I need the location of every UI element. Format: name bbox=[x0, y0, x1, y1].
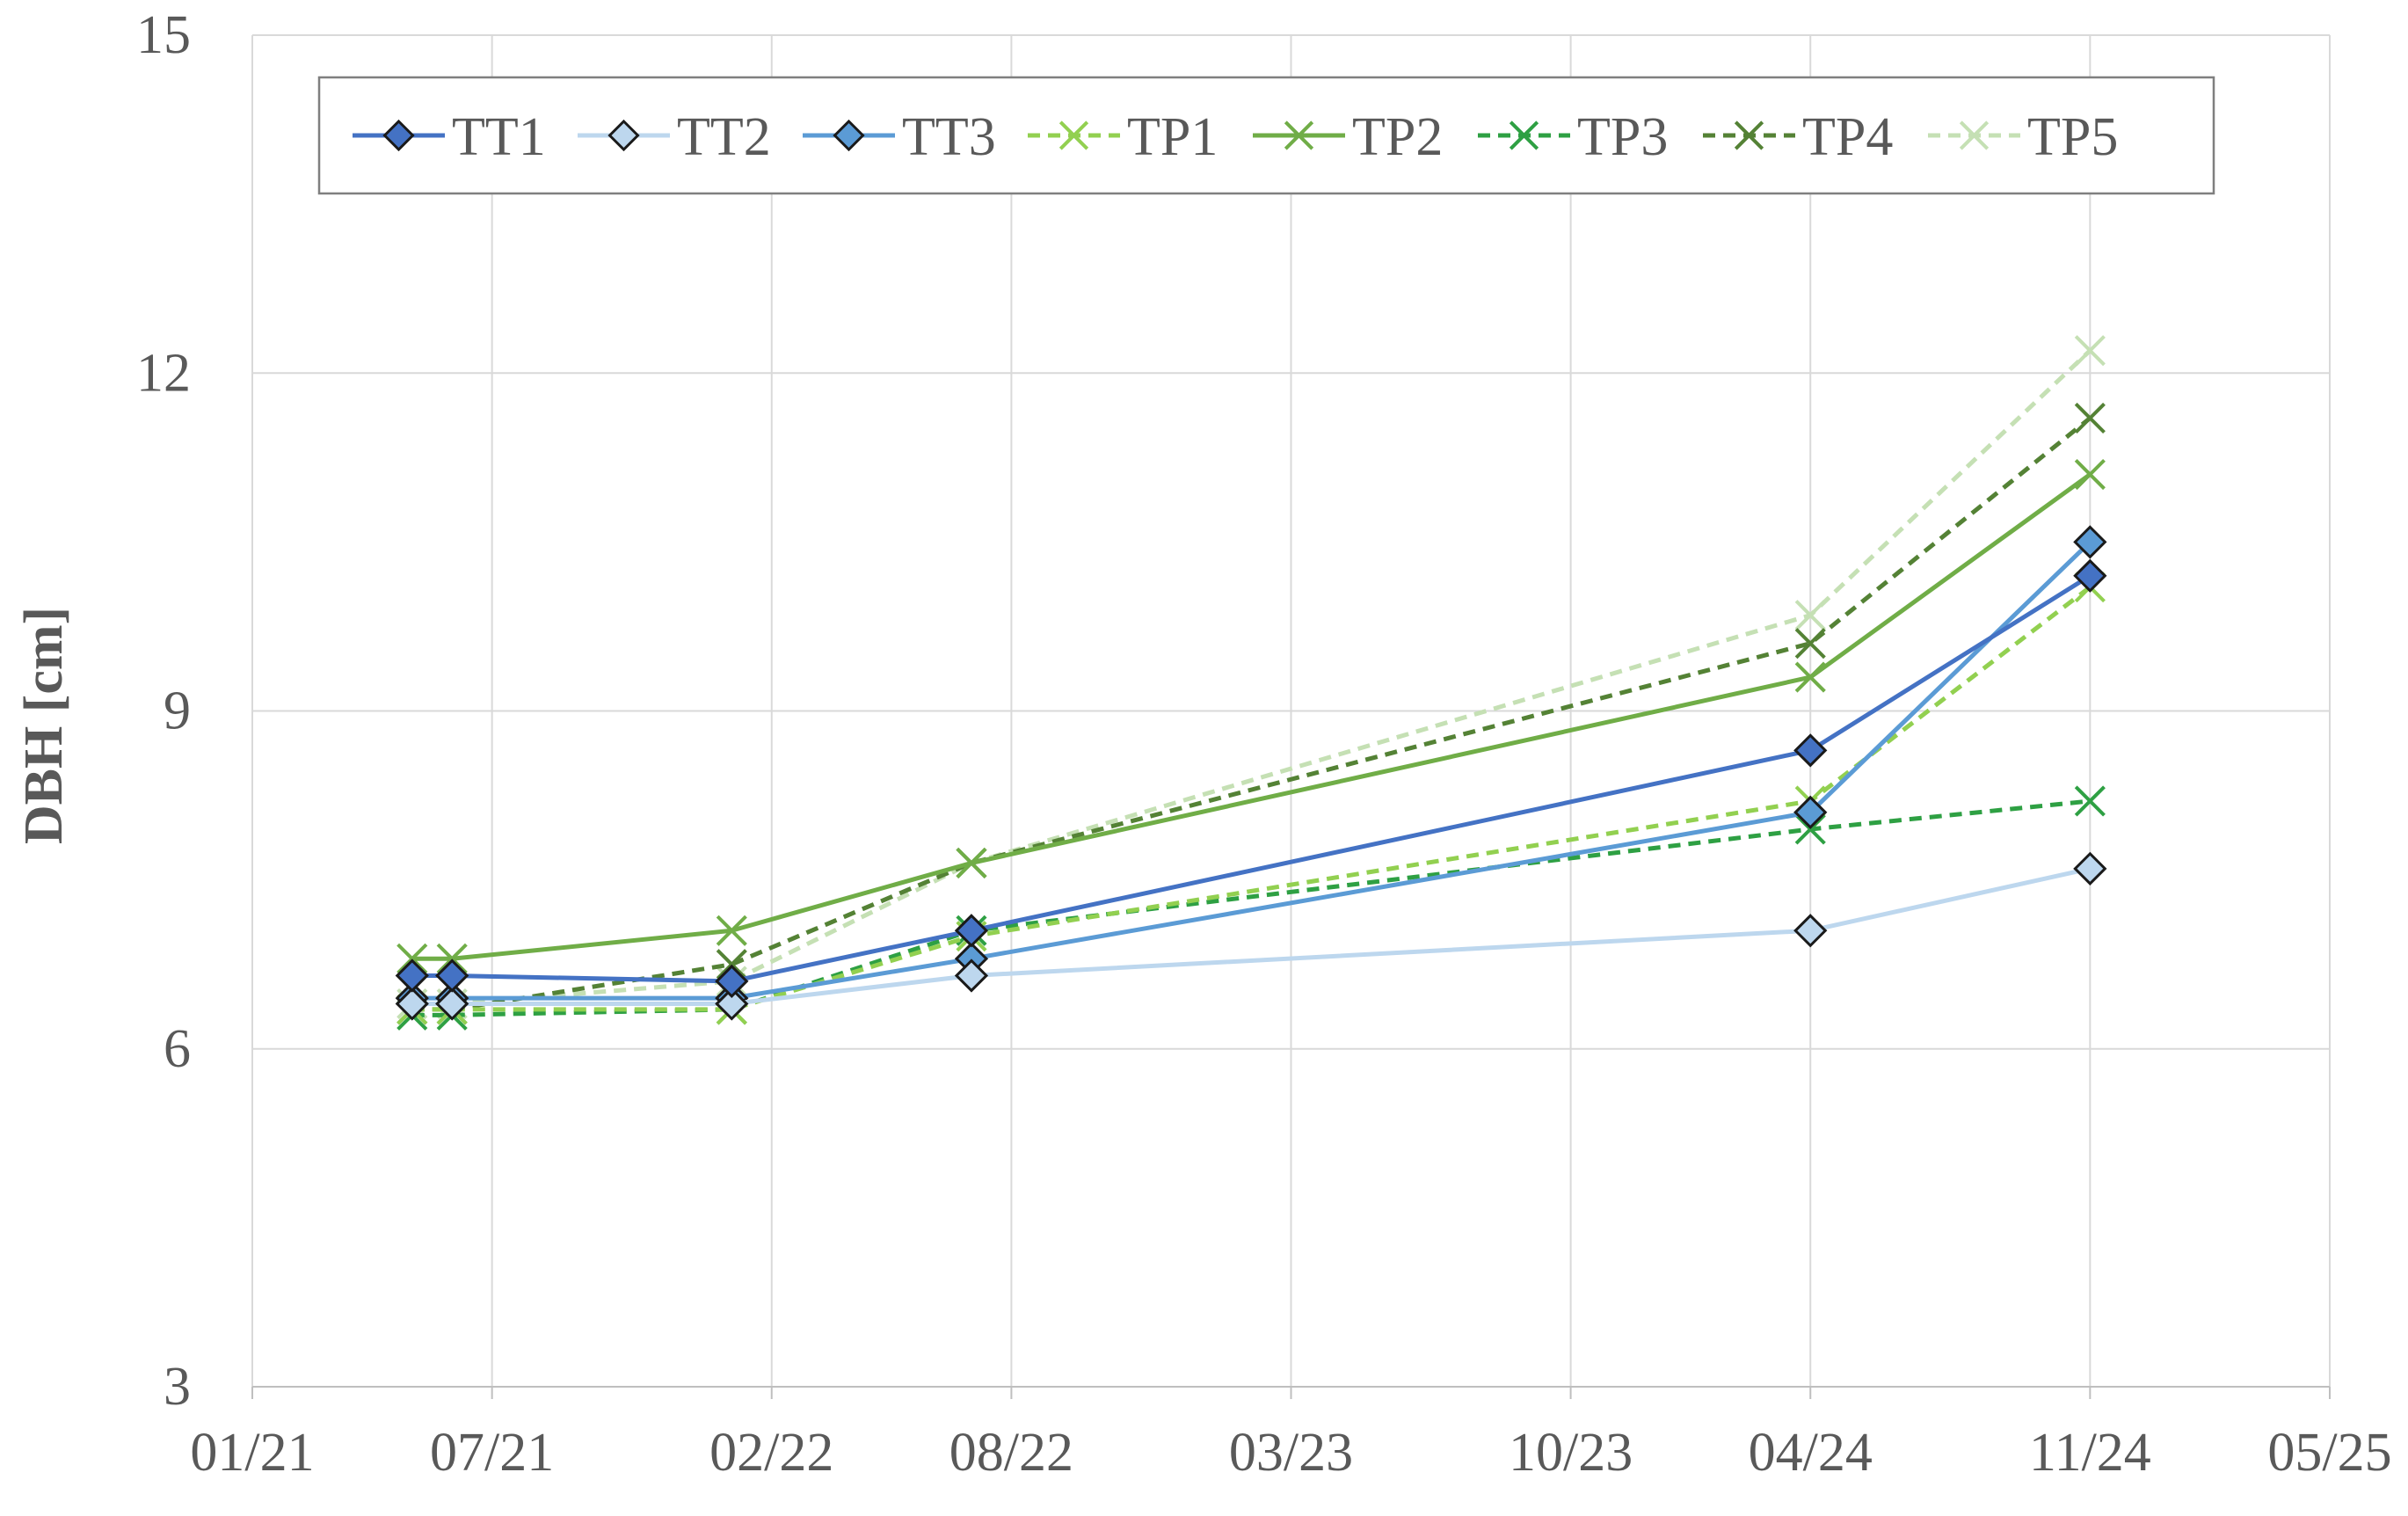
x-tick-label: 04/24 bbox=[1749, 1423, 1873, 1483]
marker-stroke bbox=[2074, 402, 2106, 434]
y-tick-label: 12 bbox=[136, 343, 191, 403]
data-point-tt3 bbox=[1793, 795, 1828, 829]
legend-label: TP1 bbox=[1127, 107, 1218, 167]
x-tick-label: 05/25 bbox=[2267, 1423, 2391, 1483]
legend-item-tp1: TP1 bbox=[1028, 107, 1218, 167]
y-tick-label: 6 bbox=[164, 1019, 191, 1079]
legend-item-tp3: TP3 bbox=[1478, 107, 1668, 167]
data-point-tp2 bbox=[2074, 458, 2106, 491]
marker-stroke bbox=[2074, 458, 2106, 491]
legend-label: TT3 bbox=[902, 107, 996, 167]
marker-stroke bbox=[1794, 661, 1826, 693]
legend-marker bbox=[1059, 120, 1089, 150]
marker-stroke bbox=[716, 915, 747, 946]
legend-marker bbox=[1734, 120, 1764, 150]
y-tick-label: 15 bbox=[136, 5, 191, 65]
y-tick-label: 3 bbox=[164, 1357, 191, 1417]
data-point-tp2 bbox=[716, 915, 747, 946]
data-point-tp4 bbox=[2074, 402, 2106, 434]
x-tick-label: 11/24 bbox=[2029, 1423, 2151, 1483]
legend-marker bbox=[833, 119, 865, 152]
data-point-tp2 bbox=[396, 943, 428, 974]
gridlines bbox=[251, 34, 2331, 1388]
legend-item-tp5: TP5 bbox=[1928, 107, 2118, 167]
legend-marker bbox=[382, 119, 415, 152]
data-point-tp4 bbox=[716, 949, 747, 980]
series-tp2 bbox=[396, 458, 2106, 974]
data-point-tt2 bbox=[395, 987, 429, 1021]
data-point-tp5 bbox=[1794, 600, 1826, 631]
data-point-tp2 bbox=[1794, 661, 1826, 693]
data-point-tt2 bbox=[2073, 851, 2107, 886]
series-line-tp2 bbox=[411, 472, 2092, 961]
legend-item-tt2: TT2 bbox=[578, 107, 771, 167]
legend-item-tt1: TT1 bbox=[353, 107, 546, 167]
marker-stroke bbox=[716, 949, 747, 980]
series-layer bbox=[395, 335, 2107, 1031]
legend-marker bbox=[1284, 120, 1314, 150]
marker-stroke bbox=[956, 847, 987, 878]
x-tick-label: 08/22 bbox=[949, 1423, 1073, 1483]
x-tick-label: 10/23 bbox=[1509, 1423, 1633, 1483]
legend-label: TP3 bbox=[1577, 107, 1668, 167]
marker-stroke bbox=[2074, 785, 2106, 817]
marker-stroke bbox=[436, 943, 468, 974]
data-point-tp2 bbox=[956, 847, 987, 878]
data-point-tt2 bbox=[1793, 914, 1828, 948]
legend-label: TP5 bbox=[2027, 107, 2118, 167]
data-point-tp2 bbox=[436, 943, 468, 974]
series-tt2 bbox=[395, 851, 2107, 1021]
data-point-tp5 bbox=[2074, 335, 2106, 367]
legend-label: TP2 bbox=[1352, 107, 1443, 167]
data-point-tt1 bbox=[715, 964, 749, 999]
data-point-tt1 bbox=[1793, 733, 1828, 768]
x-tick-label: 03/23 bbox=[1229, 1423, 1353, 1483]
series-line-tp3 bbox=[411, 798, 2091, 1017]
legend-label: TP4 bbox=[1802, 107, 1893, 167]
y-axis-label: DBH [cm] bbox=[14, 607, 74, 844]
data-point-tp3 bbox=[2074, 785, 2106, 817]
data-point-tt1 bbox=[2073, 558, 2107, 593]
legend-marker bbox=[1509, 120, 1539, 150]
series-tt1 bbox=[395, 558, 2107, 999]
marker-stroke bbox=[1509, 120, 1539, 150]
legend-item-tp2: TP2 bbox=[1253, 107, 1443, 167]
legend-item-tp4: TP4 bbox=[1703, 107, 1893, 167]
legend-marker bbox=[607, 119, 640, 152]
marker-stroke bbox=[1734, 120, 1764, 150]
data-point-tt1 bbox=[954, 914, 989, 948]
data-point-tt2 bbox=[715, 987, 749, 1021]
x-tick-labels: 01/21 07/21 02/22 08/22 03/23 10/23 04/24 11/24… bbox=[190, 1423, 2391, 1483]
data-point-tt2 bbox=[435, 987, 469, 1021]
data-point-tt3 bbox=[2073, 525, 2107, 559]
data-point-tt1 bbox=[395, 958, 429, 993]
x-tick-label: 02/22 bbox=[709, 1423, 833, 1483]
x-tick-label: 01/21 bbox=[190, 1423, 314, 1483]
marker-stroke bbox=[1059, 120, 1089, 150]
legend-marker bbox=[1959, 120, 1990, 150]
marker-stroke bbox=[2074, 335, 2106, 367]
data-point-tt2 bbox=[954, 958, 989, 993]
axes bbox=[251, 1386, 2331, 1399]
x-tick-label: 07/21 bbox=[430, 1423, 554, 1483]
marker-stroke bbox=[1284, 120, 1314, 150]
legend-item-tt3: TT3 bbox=[803, 107, 996, 167]
series-line-tp4 bbox=[411, 416, 2092, 1012]
y-tick-label: 9 bbox=[164, 681, 191, 741]
marker-stroke bbox=[396, 943, 428, 974]
legend-label: TT1 bbox=[452, 107, 546, 167]
series-line-tp5 bbox=[411, 348, 2092, 1007]
legend: TT1 TT2 TT3 TP1 TP2 TP3 TP4 TP5 bbox=[317, 76, 2215, 195]
marker-stroke bbox=[1959, 120, 1990, 150]
data-point-tp4 bbox=[1794, 628, 1826, 660]
legend-label: TT2 bbox=[677, 107, 771, 167]
marker-stroke bbox=[1794, 628, 1826, 660]
data-point-tp3 bbox=[1794, 813, 1826, 845]
marker-stroke bbox=[1794, 813, 1826, 845]
marker-stroke bbox=[1794, 600, 1826, 631]
data-point-tt1 bbox=[435, 958, 469, 993]
y-tick-labels: 3 6 9 12 15 bbox=[136, 5, 191, 1417]
